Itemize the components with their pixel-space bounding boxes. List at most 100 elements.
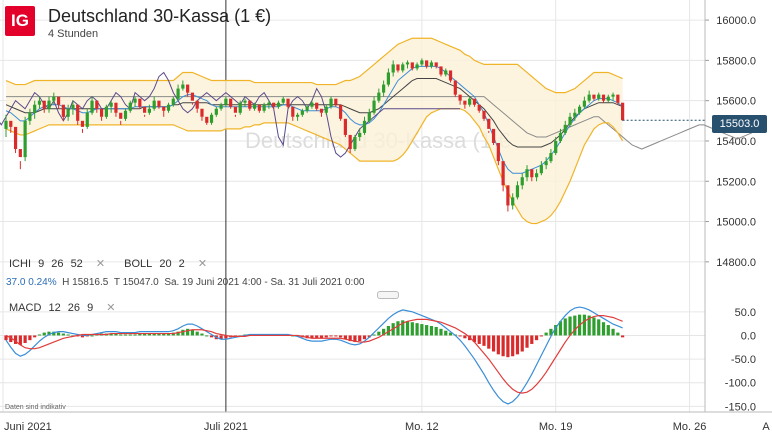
candle-body xyxy=(28,112,32,121)
macd-histogram-bar xyxy=(186,328,190,336)
candle-body xyxy=(582,100,586,107)
candle-body xyxy=(252,104,257,109)
candle-body xyxy=(558,132,563,141)
candle-body xyxy=(114,102,118,113)
macd-histogram-bar xyxy=(23,335,27,344)
macd-y-tick-label: -50.0 xyxy=(731,354,756,366)
macd-param-3: 9 xyxy=(87,302,94,314)
bollinger-lower xyxy=(5,108,624,225)
macd-histogram-bar xyxy=(358,335,362,342)
candle-body xyxy=(128,102,132,111)
macd-histogram-bar xyxy=(138,333,142,336)
macd-histogram-bar xyxy=(544,332,548,336)
candle-body xyxy=(195,100,199,109)
candle-body xyxy=(601,94,606,101)
macd-histogram-bar xyxy=(90,335,94,337)
candle-body xyxy=(487,118,491,129)
candle-body xyxy=(353,136,357,150)
macd-histogram-bar xyxy=(573,315,577,336)
ichi-label[interactable]: ICHI xyxy=(9,258,31,270)
candle-body xyxy=(157,100,161,107)
macd-y-tick-label: -100.0 xyxy=(725,378,756,390)
candle-body xyxy=(496,142,500,162)
candle-body xyxy=(176,88,180,99)
candle-body xyxy=(611,94,615,97)
macd-histogram-bar xyxy=(42,332,46,336)
candle-body xyxy=(415,64,419,69)
macd-histogram-bar xyxy=(592,317,596,336)
macd-histogram-bar xyxy=(195,331,199,336)
candle-body xyxy=(530,169,534,178)
macd-histogram-bar xyxy=(506,335,510,358)
ig-logo: IG xyxy=(5,6,35,36)
candle-body xyxy=(401,64,405,71)
ichi-close-icon[interactable]: ✕ xyxy=(95,258,106,270)
macd-histogram-bar xyxy=(339,335,343,338)
candle-body xyxy=(434,62,438,67)
candle-body xyxy=(37,100,42,105)
boll-close-icon[interactable]: ✕ xyxy=(197,258,208,270)
pane-resize-handle[interactable] xyxy=(377,291,399,299)
macd-histogram-bar xyxy=(611,328,615,336)
macd-histogram-bar xyxy=(482,335,486,346)
candle-body xyxy=(329,98,333,107)
boll-label[interactable]: BOLL xyxy=(124,258,153,270)
macd-histogram-bar xyxy=(405,321,410,336)
timeframe-label[interactable]: 4 Stunden xyxy=(48,28,99,40)
date-range: Sa. 19 Juni 2021 4:00 - Sa. 31 Juli 2021… xyxy=(164,277,365,288)
candle-body xyxy=(310,102,314,107)
macd-histogram-bar xyxy=(324,335,328,338)
candle-body xyxy=(9,120,13,127)
candle-body xyxy=(233,106,238,113)
candle-body xyxy=(448,70,453,81)
macd-y-tick-label: 0.0 xyxy=(741,330,756,342)
candle-body xyxy=(42,100,46,109)
macd-histogram-bar xyxy=(520,335,524,352)
macd-histogram-bar xyxy=(176,331,180,336)
candle-body xyxy=(362,120,367,133)
macd-histogram-bar xyxy=(47,331,51,336)
candle-body xyxy=(491,128,496,143)
candle-body xyxy=(458,94,462,101)
candle-body xyxy=(515,185,520,198)
macd-y-tick-label: -150.0 xyxy=(725,401,756,413)
high-value: H 15816.5 xyxy=(62,277,109,288)
candle-body xyxy=(472,98,477,105)
macd-histogram-bar xyxy=(13,335,18,344)
macd-histogram-bar xyxy=(61,333,65,336)
macd-histogram-bar xyxy=(56,332,61,336)
candle-body xyxy=(578,106,582,113)
macd-histogram-bar xyxy=(616,332,620,336)
candle-body xyxy=(171,98,175,105)
macd-histogram-bar xyxy=(66,334,70,336)
macd-histogram-bar xyxy=(463,335,467,339)
candle-body xyxy=(272,102,276,107)
candle-body xyxy=(80,120,85,127)
macd-histogram-bar xyxy=(372,334,376,336)
macd-signal-line xyxy=(5,314,623,394)
macd-histogram-bar xyxy=(444,330,448,336)
candle-body xyxy=(243,100,247,103)
candle-body xyxy=(616,94,620,103)
y-tick-label: 15200.0 xyxy=(716,176,756,188)
candle-body xyxy=(606,96,610,101)
indicator-legend-row: ICHI 9 26 52 ✕ BOLL 20 2 ✕ xyxy=(9,257,223,270)
candle-body xyxy=(186,84,190,93)
candle-body xyxy=(66,108,70,117)
candle-body xyxy=(109,102,113,107)
candle-body xyxy=(95,100,99,109)
candle-body xyxy=(482,110,486,119)
candle-body xyxy=(276,102,281,107)
macd-histogram-bar xyxy=(558,321,563,336)
macd-histogram-bar xyxy=(128,334,132,336)
macd-param-2: 26 xyxy=(67,302,81,314)
last-price-tag: 15503.0 xyxy=(712,115,767,133)
candle-body xyxy=(56,96,61,105)
macd-histogram-bar xyxy=(109,333,113,336)
macd-histogram-bar xyxy=(501,335,505,357)
candle-body xyxy=(520,177,524,186)
macd-label[interactable]: MACD xyxy=(9,302,42,314)
macd-close-icon[interactable]: ✕ xyxy=(106,302,116,314)
macd-histogram-bar xyxy=(133,334,137,336)
